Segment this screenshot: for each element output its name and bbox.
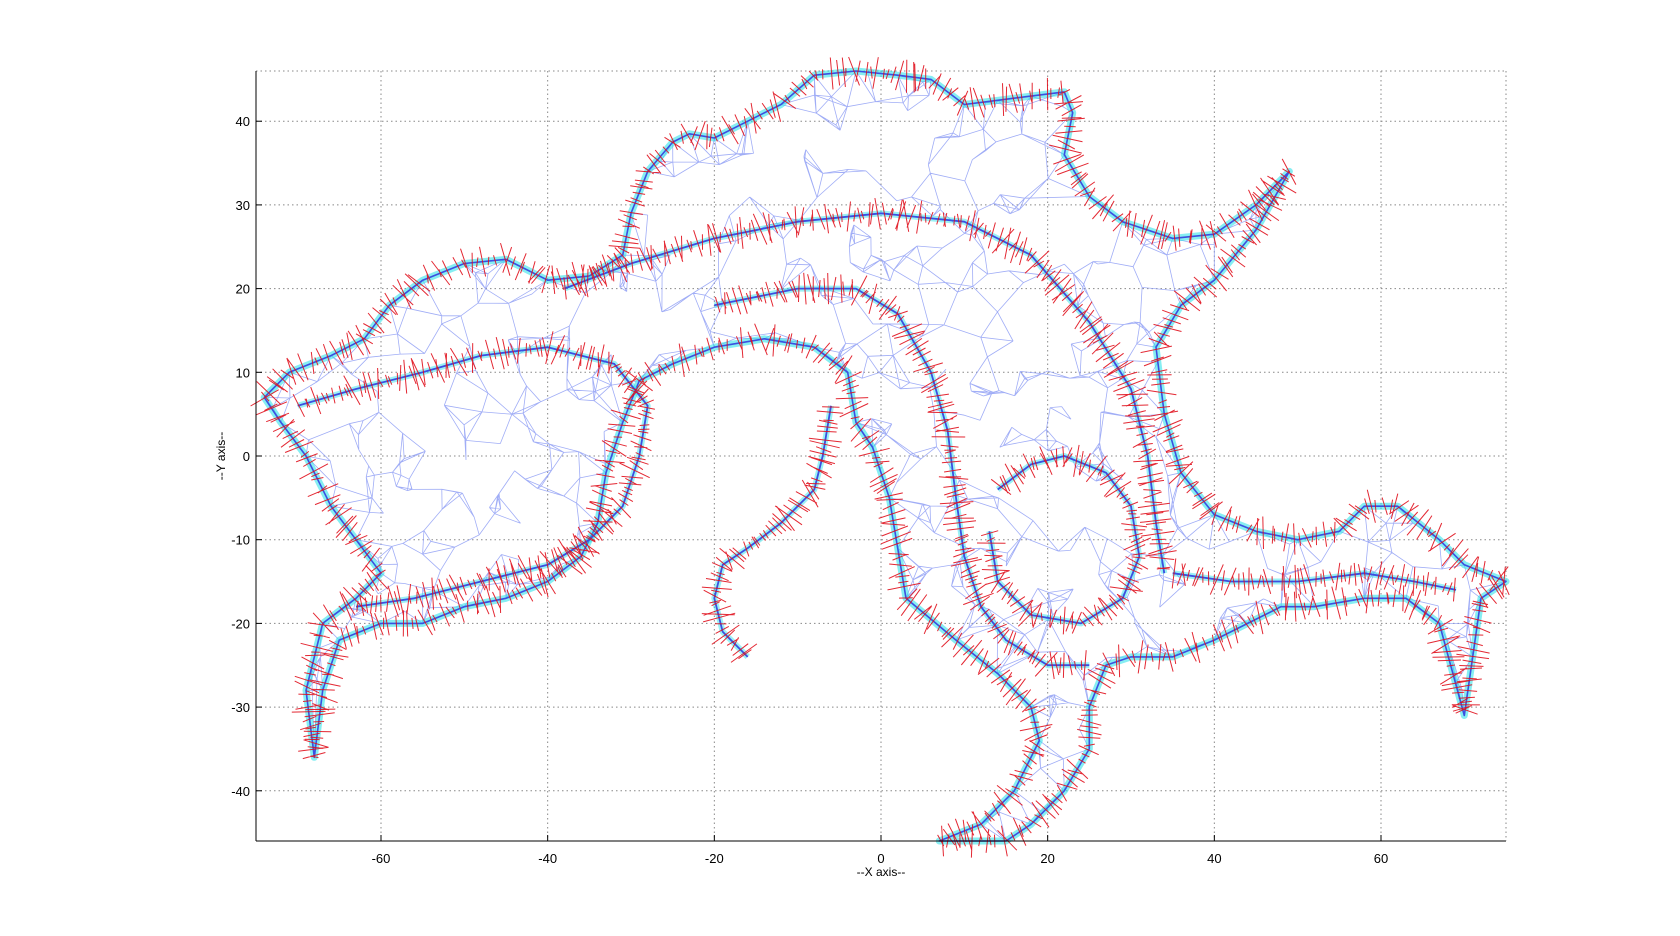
y-axis-label: --Y axis-- [214,432,228,480]
x-tick-label: 0 [877,851,884,866]
inner-curve-line [988,455,1141,625]
x-tick-label: 40 [1207,851,1221,866]
inner-curve-line [563,212,1166,574]
x-tick-label: -20 [705,851,724,866]
x-tick-label: -60 [372,851,391,866]
inner-curve-line [714,287,1090,667]
y-tick-label: -40 [231,784,250,799]
y-tick-label: 0 [243,449,250,464]
y-tick-label: 10 [236,365,250,380]
x-tick-label: 20 [1040,851,1054,866]
grid [256,70,1507,841]
y-tick-label: 40 [236,114,250,129]
y-tick-label: 30 [236,198,250,213]
y-tick-label: -20 [231,616,250,631]
inner-curve-line [713,405,832,658]
inner-curve-line [297,346,649,608]
x-tick-label: -40 [538,851,557,866]
x-tick-label: 60 [1374,851,1388,866]
x-axis-label: --X axis-- [857,865,906,879]
y-tick-label: 20 [236,282,250,297]
y-tick-label: -30 [231,700,250,715]
tick-labels: -60 -40 -20 0 20 40 60 -40 -30 -20 -10 0 10 20 30 40 [231,114,1388,866]
shape-outline [260,67,1510,845]
y-tick-label: -10 [231,533,250,548]
inner-curve-line [1172,572,1457,591]
